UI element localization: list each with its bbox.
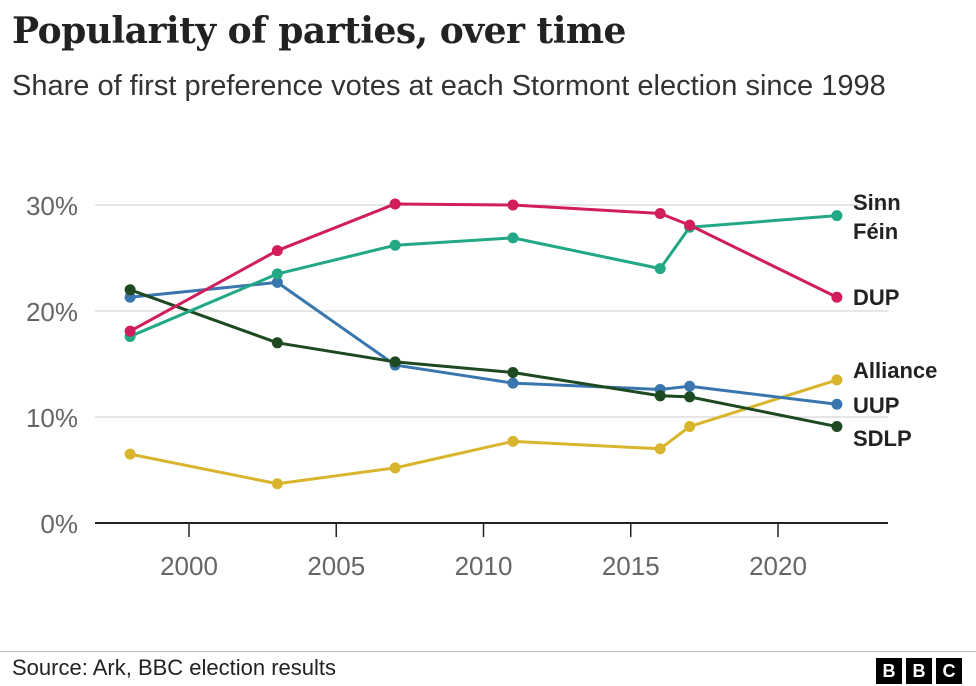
data-point <box>831 374 843 386</box>
data-point <box>389 356 401 368</box>
data-point <box>684 380 696 392</box>
chart-subtitle: Share of first preference votes at each … <box>12 70 886 102</box>
data-point <box>389 239 401 251</box>
x-tick-label: 2000 <box>160 551 218 581</box>
data-point <box>654 207 666 219</box>
data-point <box>507 232 519 244</box>
footer-divider <box>0 651 976 652</box>
data-point <box>124 325 136 337</box>
x-tick-label: 2015 <box>602 551 660 581</box>
data-point <box>831 291 843 303</box>
series-label-uup: UUP <box>853 393 899 418</box>
data-point <box>507 435 519 447</box>
series-label-sdlp: SDLP <box>853 426 912 451</box>
data-point <box>831 210 843 222</box>
data-point <box>507 199 519 211</box>
series-label-alliance: Alliance <box>853 358 937 383</box>
series-label-dup: DUP <box>853 285 899 310</box>
data-point <box>271 337 283 349</box>
data-point <box>271 268 283 280</box>
x-tick-label: 2020 <box>749 551 807 581</box>
series-line-uup <box>129 280 838 406</box>
data-point <box>271 276 283 288</box>
chart-title: Popularity of parties, over time <box>12 10 626 52</box>
data-point <box>831 398 843 410</box>
series-label-sinn-féin: Féin <box>853 219 898 244</box>
source-note: Source: Ark, BBC election results <box>12 655 337 680</box>
y-tick-label: 20% <box>26 297 78 327</box>
data-point <box>507 377 519 389</box>
data-point <box>654 443 666 455</box>
data-point <box>684 391 696 403</box>
x-tick-label: 2010 <box>455 551 513 581</box>
data-point <box>684 219 696 231</box>
series-label-sinn-féin: Sinn <box>853 190 901 215</box>
data-point <box>507 366 519 378</box>
x-tick-label: 2005 <box>307 551 365 581</box>
y-tick-label: 30% <box>26 191 78 221</box>
data-point <box>271 245 283 257</box>
data-point <box>124 448 136 460</box>
data-point <box>654 390 666 402</box>
data-point <box>831 421 843 433</box>
series-line-sdlp <box>129 288 838 429</box>
data-point <box>389 462 401 474</box>
data-point <box>389 198 401 210</box>
data-point <box>124 284 136 296</box>
data-point <box>271 478 283 490</box>
data-point <box>654 263 666 275</box>
y-tick-label: 0% <box>40 509 78 539</box>
series-line-alliance <box>129 378 838 486</box>
series-line-sinn-féin <box>129 214 838 338</box>
y-tick-label: 10% <box>26 403 78 433</box>
data-point <box>684 421 696 433</box>
